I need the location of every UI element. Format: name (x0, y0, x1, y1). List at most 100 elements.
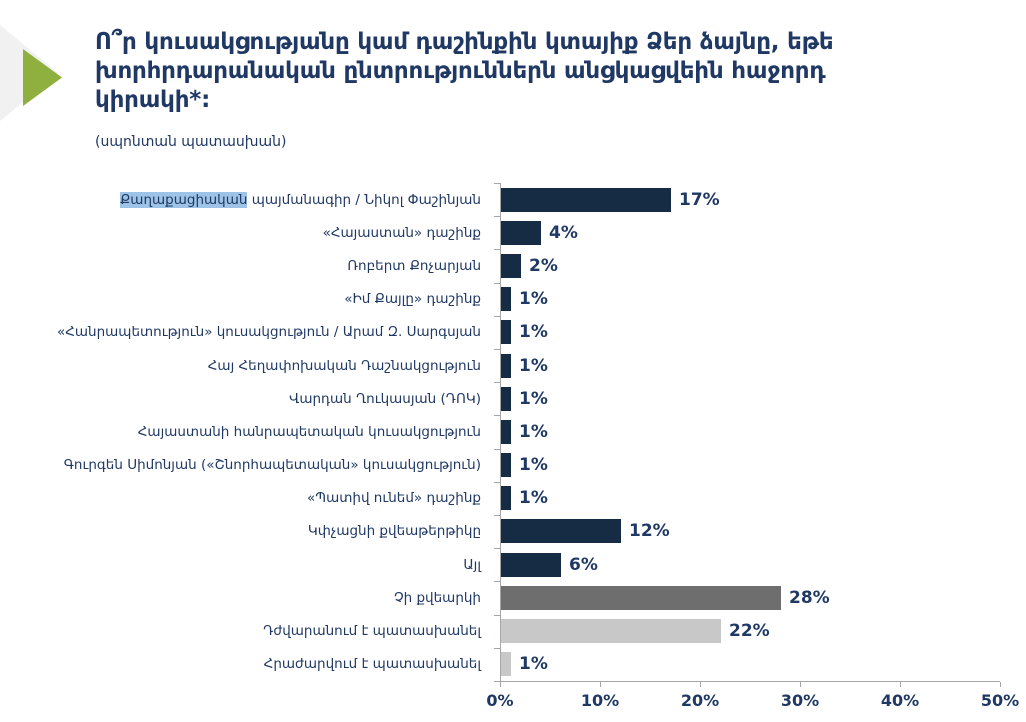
y-axis-tick (494, 681, 500, 682)
x-axis-tick (800, 682, 801, 687)
y-axis-tick (494, 648, 500, 649)
x-axis-label: 20% (680, 691, 720, 710)
bar-row: «Պատիվ ունեմ» դաշինք 1% (0, 482, 1026, 515)
category-label: «Պատիվ ունեմ» դաշինք (307, 490, 481, 507)
bar (501, 320, 511, 345)
bar-row: «Իմ Քայլը» դաշինք 1% (0, 283, 1026, 316)
bar (501, 619, 721, 644)
y-axis-tick (494, 283, 500, 284)
bar-row: Ռոբերտ Քոչարյան 2% (0, 249, 1026, 282)
value-label: 1% (519, 355, 548, 376)
bar-row: Քաղաքացիական պայմանագիր / Նիկոլ Փաշինյան… (0, 183, 1026, 216)
x-axis-label: 30% (780, 691, 820, 710)
category-label: Գուրգեն Սիմոնյան («Շնորհապետական» կուսակ… (63, 457, 481, 474)
bar-row: «Հայաստան» դաշինք 4% (0, 216, 1026, 249)
y-axis-tick (494, 515, 500, 516)
bar (501, 287, 511, 312)
x-axis-label: 40% (880, 691, 920, 710)
bar-row: Հայ Հեղափոխական Դաշնակցություն 1% (0, 349, 1026, 382)
value-label: 6% (569, 554, 598, 575)
y-axis-tick (494, 615, 500, 616)
bar-row: Վարդան Ղուկասյան (ԴՈԿ) 1% (0, 382, 1026, 415)
value-label: 4% (549, 222, 578, 243)
y-axis-tick (494, 449, 500, 450)
bar (501, 652, 511, 677)
value-label: 1% (519, 289, 548, 310)
bar-wrap: 1% (501, 353, 548, 378)
category-label: «Հայաստան» դաշինք (322, 224, 481, 241)
bar (501, 486, 511, 511)
x-axis-label: 50% (980, 691, 1020, 710)
bar-wrap: 22% (501, 619, 770, 644)
x-axis-tick (1000, 682, 1001, 687)
value-label: 1% (519, 322, 548, 343)
bar-chart: Քաղաքացիական պայմանագիր / Նիկոլ Փաշինյան… (0, 183, 1026, 713)
bar (501, 519, 621, 544)
bar-row: Դժվարանում է պատասխանել 22% (0, 614, 1026, 647)
category-label: Հայ Հեղափոխական Դաշնակցություն (207, 357, 481, 374)
bar-row: Կփչացնի քվեաթերթիկը 12% (0, 515, 1026, 548)
value-label: 1% (519, 388, 548, 409)
x-axis-tick (700, 682, 701, 687)
bar-wrap: 17% (501, 187, 720, 212)
value-label: 2% (529, 255, 558, 276)
bar (501, 220, 541, 245)
category-label: Ռոբերտ Քոչարյան (347, 257, 481, 274)
category-label: Այլ (463, 556, 481, 573)
bar-wrap: 1% (501, 386, 548, 411)
bar-wrap: 1% (501, 486, 548, 511)
bar-wrap: 1% (501, 320, 548, 345)
value-label: 1% (519, 421, 548, 442)
category-label: «Իմ Քայլը» դաշինք (344, 291, 481, 308)
bar-row: «Հանրապետություն» կուսակցություն / Արամ … (0, 316, 1026, 349)
bar (501, 552, 561, 577)
y-axis-tick (494, 183, 500, 184)
bar-wrap: 28% (501, 585, 830, 610)
y-axis-tick (494, 349, 500, 350)
bar-wrap: 2% (501, 253, 558, 278)
value-label: 1% (519, 654, 548, 675)
bar-wrap: 1% (501, 453, 548, 478)
bar (501, 353, 511, 378)
y-axis-tick (494, 249, 500, 250)
category-label: Կփչացնի քվեաթերթիկը (307, 523, 481, 540)
bar-row: Հրաժարվում է պատասխանել 1% (0, 648, 1026, 681)
x-axis-tick (900, 682, 901, 687)
bar-wrap: 12% (501, 519, 670, 544)
value-label: 12% (629, 521, 670, 542)
bar-row: Գուրգեն Սիմոնյան («Շնորհապետական» կուսակ… (0, 449, 1026, 482)
bar-wrap: 6% (501, 552, 598, 577)
bar-wrap: 1% (501, 287, 548, 312)
x-axis-label: 10% (580, 691, 620, 710)
y-axis-tick (494, 482, 500, 483)
category-label: «Հանրապետություն» կուսակցություն / Արամ … (56, 324, 481, 341)
slide-subtitle: (սպոնտան պատասխան) (95, 134, 287, 150)
y-axis-tick (494, 581, 500, 582)
y-axis-tick (494, 415, 500, 416)
category-label: Քաղաքացիական պայմանագիր / Նիկոլ Փաշինյան (120, 191, 481, 208)
bar-row: Հայաստանի հանրապետական կուսակցություն 1% (0, 415, 1026, 448)
bar-row: Այլ 6% (0, 548, 1026, 581)
category-label: Դժվարանում է պատասխանել (263, 623, 481, 640)
category-label: Վարդան Ղուկասյան (ԴՈԿ) (289, 390, 481, 407)
x-axis-tick (600, 682, 601, 687)
bar-row: Չի քվեարկի 28% (0, 581, 1026, 614)
value-label: 1% (519, 488, 548, 509)
bar (501, 253, 521, 278)
y-axis-tick (494, 548, 500, 549)
value-label: 17% (679, 189, 720, 210)
bar (501, 187, 671, 212)
green-arrow-icon (23, 49, 62, 106)
highlighted-label-text: Քաղաքացիական (120, 191, 248, 208)
chart-rows: Քաղաքացիական պայմանագիր / Նիկոլ Փաշինյան… (0, 183, 1026, 681)
category-label: Չի քվեարկի (394, 589, 481, 606)
y-axis-tick (494, 316, 500, 317)
x-axis-tick (500, 682, 501, 687)
y-axis-line (500, 183, 501, 681)
category-label: Հայաստանի հանրապետական կուսակցություն (137, 423, 481, 440)
y-axis-tick (494, 216, 500, 217)
bar (501, 585, 781, 610)
bar-wrap: 1% (501, 652, 548, 677)
bar-wrap: 4% (501, 220, 578, 245)
